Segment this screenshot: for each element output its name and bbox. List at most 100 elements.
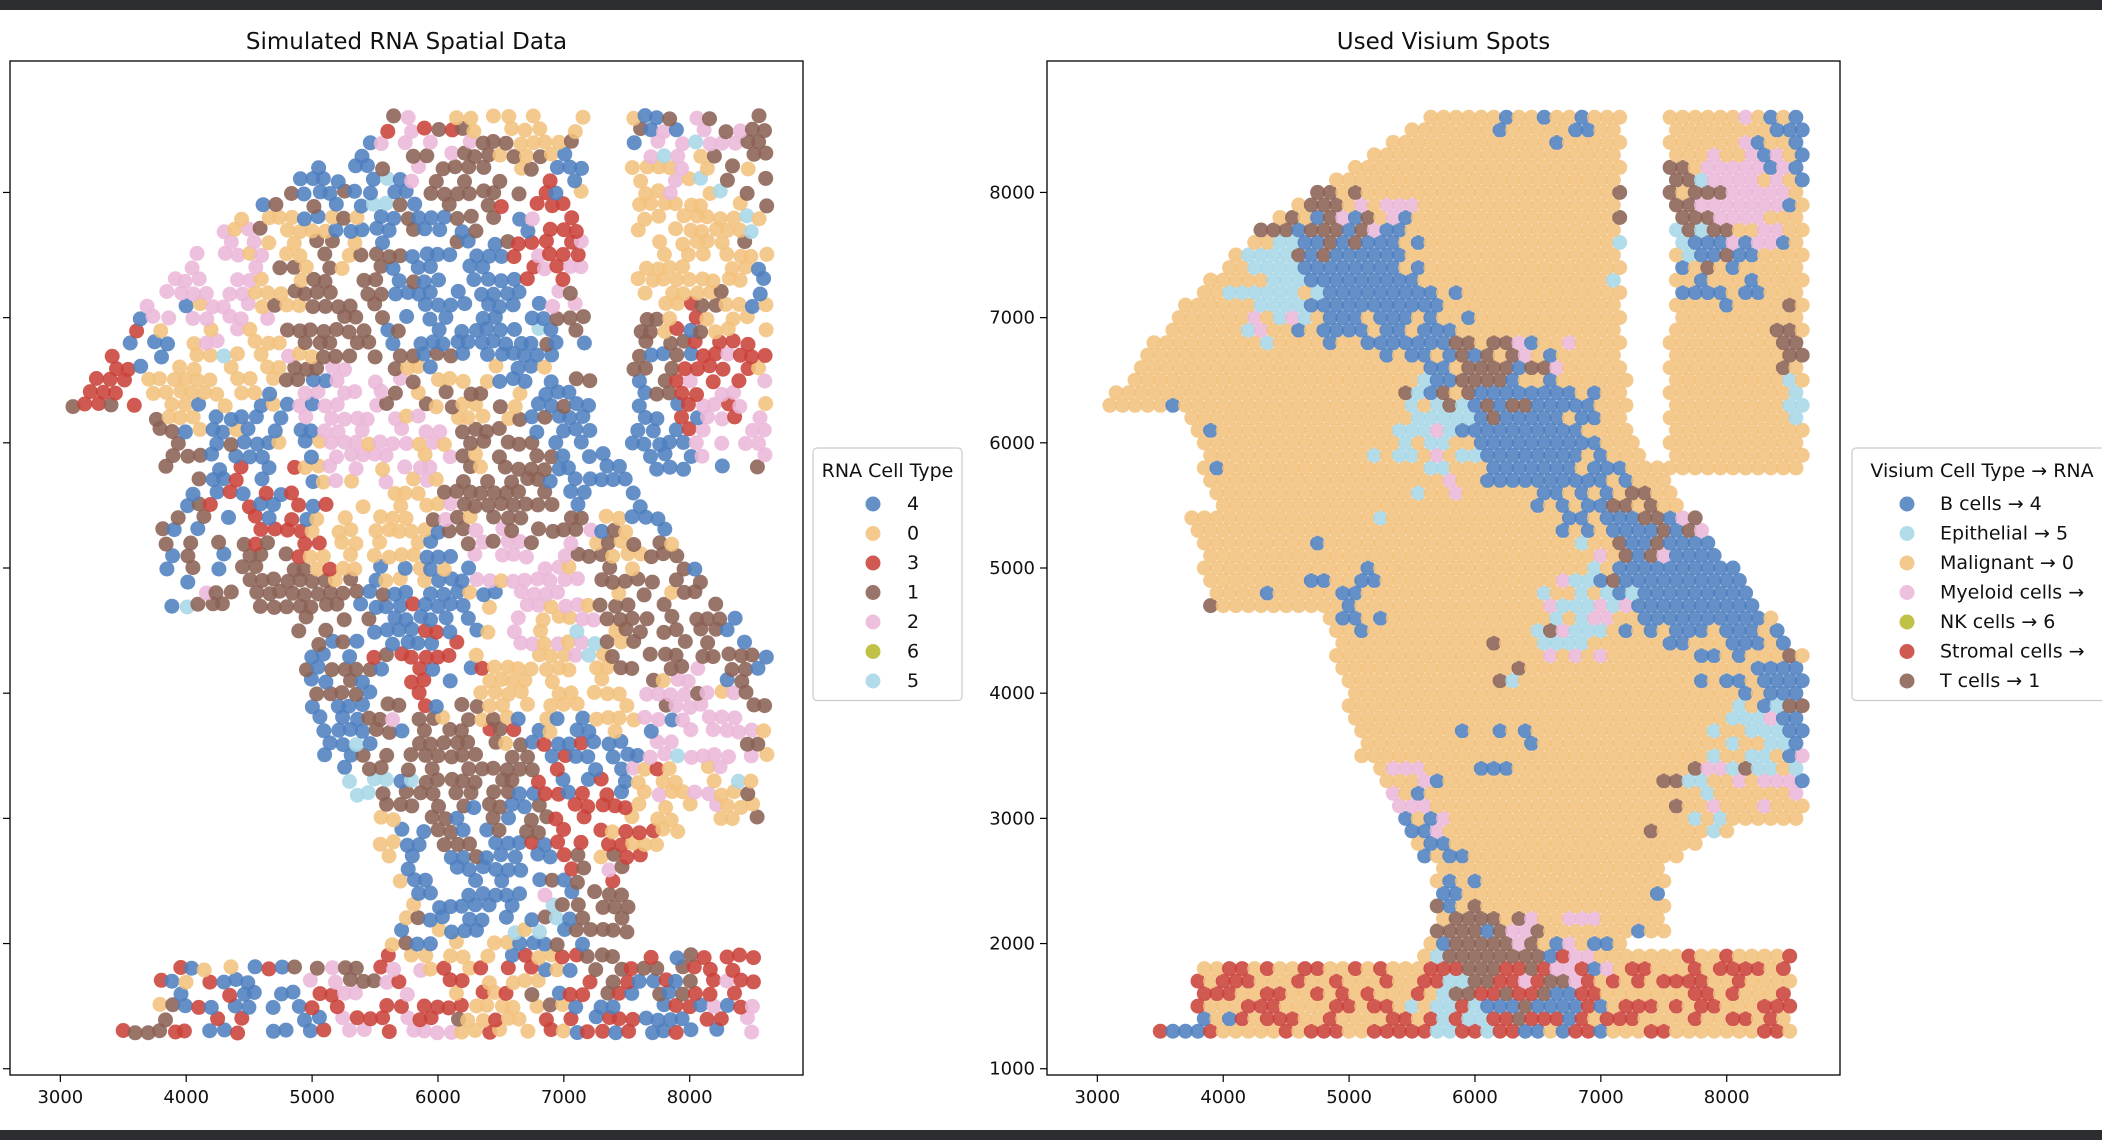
scatter-point xyxy=(1668,798,1684,814)
scatter-point xyxy=(1694,973,1709,989)
scatter-point xyxy=(1536,310,1552,326)
scatter-point xyxy=(1662,460,1678,476)
scatter-point xyxy=(1423,560,1439,576)
scatter-point xyxy=(1417,397,1433,413)
scatter-point xyxy=(1203,998,1219,1014)
scatter-point xyxy=(1511,660,1527,676)
scatter-point xyxy=(1706,673,1722,689)
scatter-point xyxy=(630,271,646,287)
scatter-point xyxy=(1492,422,1508,438)
scatter-point xyxy=(1605,898,1621,914)
scatter-point xyxy=(1461,435,1477,451)
scatter-point xyxy=(549,937,565,953)
scatter-point xyxy=(1794,673,1810,689)
scatter-point xyxy=(1650,735,1665,751)
scatter-point xyxy=(436,484,452,500)
scatter-point xyxy=(1448,184,1464,200)
scatter-point xyxy=(1543,998,1558,1014)
scatter-point xyxy=(1360,385,1376,401)
scatter-point xyxy=(1517,122,1533,138)
scatter-point xyxy=(1719,197,1735,213)
scatter-point xyxy=(1631,698,1647,714)
scatter-point xyxy=(1794,222,1810,238)
scatter-point xyxy=(1480,623,1496,639)
scatter-point xyxy=(1410,285,1426,301)
scatter-point xyxy=(1605,573,1621,588)
scatter-point xyxy=(1215,322,1231,338)
scatter-point xyxy=(637,385,653,401)
scatter-point xyxy=(1436,710,1451,726)
scatter-point xyxy=(1675,335,1691,351)
scatter-point xyxy=(1498,735,1514,751)
scatter-point xyxy=(1429,848,1445,864)
scatter-point xyxy=(1543,497,1558,513)
scatter-point xyxy=(530,571,546,587)
scatter-point xyxy=(223,359,239,375)
scatter-point xyxy=(1524,159,1540,175)
scatter-point xyxy=(1568,798,1584,814)
scatter-point xyxy=(1354,497,1370,513)
scatter-point xyxy=(1266,998,1282,1014)
scatter-point xyxy=(1650,986,1665,1002)
scatter-point xyxy=(1448,886,1464,901)
scatter-point xyxy=(1140,372,1156,388)
scatter-point xyxy=(1605,998,1621,1014)
scatter-point xyxy=(631,398,647,414)
scatter-point xyxy=(706,773,722,789)
scatter-point xyxy=(1668,322,1684,338)
scatter-point xyxy=(1473,760,1489,776)
scatter-point xyxy=(1285,285,1300,301)
scatter-point xyxy=(624,661,640,676)
scatter-point xyxy=(1587,260,1602,276)
scatter-point xyxy=(1417,297,1433,313)
scatter-point xyxy=(505,297,521,313)
scatter-point xyxy=(687,985,703,1001)
scatter-point xyxy=(636,436,652,452)
scatter-point xyxy=(1436,760,1451,776)
scatter-point xyxy=(341,247,357,263)
scatter-point xyxy=(1536,535,1552,551)
scatter-point xyxy=(537,887,553,903)
scatter-point xyxy=(1404,272,1420,288)
scatter-point xyxy=(1668,848,1684,864)
scatter-point xyxy=(1222,285,1237,301)
scatter-point xyxy=(1599,635,1615,651)
scatter-point xyxy=(366,973,382,989)
scatter-point xyxy=(1769,798,1785,814)
scatter-point xyxy=(1775,134,1791,150)
scatter-point xyxy=(436,436,452,452)
scatter-point xyxy=(563,1011,579,1027)
scatter-point xyxy=(1731,673,1747,689)
scatter-point xyxy=(1775,1011,1791,1027)
scatter-point xyxy=(1706,723,1722,739)
scatter-point xyxy=(466,272,482,288)
scatter-point xyxy=(109,361,124,377)
scatter-point xyxy=(455,822,471,838)
scatter-point xyxy=(337,411,353,427)
scatter-point xyxy=(432,900,448,916)
scatter-point xyxy=(1461,585,1477,601)
scatter-point xyxy=(1404,998,1420,1014)
scatter-point xyxy=(1379,648,1395,664)
scatter-point xyxy=(607,899,623,915)
scatter-point xyxy=(466,800,482,816)
scatter-point xyxy=(1473,210,1489,225)
scatter-point xyxy=(1505,1023,1521,1039)
scatter-point xyxy=(1398,184,1414,200)
scatter-point xyxy=(1442,472,1458,488)
scatter-point xyxy=(1788,735,1804,751)
scatter-point xyxy=(1461,735,1477,751)
scatter-point xyxy=(682,796,698,812)
scatter-point xyxy=(1322,560,1338,576)
scatter-point xyxy=(1763,961,1779,977)
scatter-point xyxy=(1398,435,1414,451)
scatter-point xyxy=(677,361,693,377)
scatter-point xyxy=(1473,911,1489,926)
scatter-point xyxy=(1366,447,1382,463)
scatter-point xyxy=(1517,923,1533,939)
scatter-point xyxy=(1587,860,1602,876)
scatter-point xyxy=(656,124,672,140)
scatter-point xyxy=(1354,297,1370,313)
scatter-point xyxy=(1700,435,1716,451)
scatter-point xyxy=(318,496,334,512)
